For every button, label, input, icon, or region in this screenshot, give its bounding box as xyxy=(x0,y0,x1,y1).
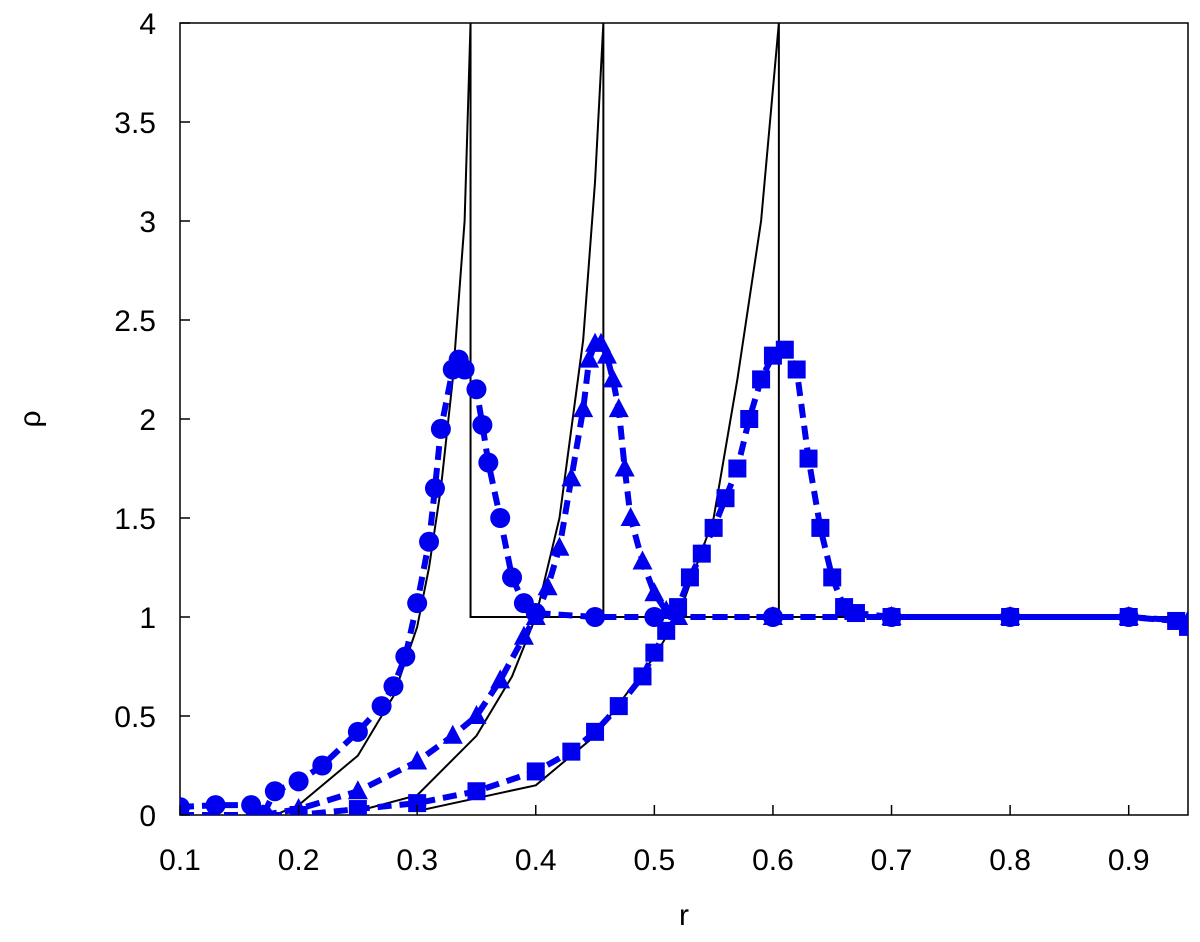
square-marker xyxy=(586,722,605,741)
y-tick-label: 0.5 xyxy=(114,701,156,734)
circle-marker xyxy=(288,771,309,792)
x-tick-label: 0.7 xyxy=(871,844,913,877)
square-marker xyxy=(740,410,759,428)
circle-marker xyxy=(490,508,511,528)
square-marker xyxy=(645,643,664,662)
x-tick-label: 0.8 xyxy=(989,844,1031,877)
square-marker xyxy=(633,667,652,686)
circle-marker xyxy=(395,646,416,667)
x-axis-label: r xyxy=(679,899,689,932)
square-marker xyxy=(704,518,723,537)
triangle-marker xyxy=(513,625,534,645)
y-tick-label: 0 xyxy=(139,800,156,833)
x-tick-label: 0.4 xyxy=(515,844,557,877)
triangle-marker xyxy=(602,368,623,388)
triangle-marker xyxy=(573,398,594,418)
y-tick-label: 1.5 xyxy=(114,503,156,536)
square-marker xyxy=(180,806,189,815)
y-tick-label: 3 xyxy=(139,206,156,239)
circle-marker xyxy=(205,795,226,815)
square-marker xyxy=(467,782,486,801)
square-marker xyxy=(775,340,794,359)
square-marker xyxy=(799,449,818,468)
y-tick-label: 2.5 xyxy=(114,305,156,338)
triangle-marker xyxy=(525,606,546,625)
circle-marker xyxy=(264,781,285,802)
triangle-marker xyxy=(644,582,665,602)
square-marker xyxy=(526,762,545,781)
dashed-line xyxy=(262,340,1188,815)
x-tick-label: 0.5 xyxy=(633,844,675,877)
square-marker xyxy=(811,518,830,537)
triangle-marker xyxy=(466,705,487,724)
circle-marker xyxy=(407,593,428,614)
square-marker xyxy=(1179,617,1188,636)
x-tick-label: 0.6 xyxy=(752,844,794,877)
circle-marker xyxy=(502,567,523,588)
triangle-marker xyxy=(257,804,269,815)
y-tick-label: 4 xyxy=(139,8,156,41)
triangle-marker xyxy=(442,724,463,744)
square-marker xyxy=(657,621,676,640)
circle-marker xyxy=(478,452,499,473)
square-marker xyxy=(669,598,688,617)
solid-line xyxy=(357,23,1188,813)
dashed-line xyxy=(180,345,1188,815)
triangle-marker xyxy=(561,467,582,487)
circle-marker xyxy=(347,721,368,742)
square-marker xyxy=(787,360,806,379)
square-marker xyxy=(562,742,581,761)
square-marker xyxy=(348,800,367,815)
triangle-marker xyxy=(596,344,617,364)
triangle-marker xyxy=(347,780,368,800)
square-marker xyxy=(752,370,771,389)
square-marker xyxy=(882,608,901,626)
square-marker xyxy=(846,604,865,623)
square-marker xyxy=(823,568,842,587)
triangle-marker xyxy=(407,750,428,770)
square-marker xyxy=(716,489,735,508)
y-tick-label: 2 xyxy=(139,404,156,437)
circle-marker xyxy=(430,418,451,439)
circle-marker xyxy=(312,755,333,776)
circle-marker xyxy=(472,414,493,435)
circle-marker xyxy=(383,676,404,697)
x-tick-label: 0.1 xyxy=(159,844,201,877)
triangle-marker xyxy=(490,669,511,689)
circle-marker xyxy=(466,379,487,400)
y-tick-label: 3.5 xyxy=(114,107,156,140)
x-tick-label: 0.9 xyxy=(1108,844,1150,877)
y-tick-label: 1 xyxy=(139,602,156,635)
x-tick-label: 0.3 xyxy=(396,844,438,877)
circle-marker xyxy=(371,696,392,717)
triangle-marker xyxy=(549,536,570,556)
square-marker xyxy=(692,544,711,563)
square-marker xyxy=(408,794,427,813)
circle-marker xyxy=(585,607,606,627)
triangle-marker xyxy=(762,606,783,625)
plot-frame xyxy=(179,22,1189,816)
square-marker xyxy=(680,568,699,587)
triangle-marker xyxy=(614,457,635,477)
square-marker xyxy=(1001,608,1020,626)
triangle-marker xyxy=(579,348,600,368)
triangle-marker xyxy=(537,576,558,596)
triangle-marker xyxy=(632,550,653,570)
solid-line xyxy=(274,23,1188,815)
circle-marker xyxy=(454,359,475,380)
circle-marker xyxy=(419,531,440,552)
square-marker xyxy=(1119,608,1138,626)
circle-marker xyxy=(424,478,445,499)
triangle-marker xyxy=(620,507,641,526)
square-marker xyxy=(609,697,628,716)
y-axis-label: ρ xyxy=(14,410,47,427)
triangle-marker xyxy=(608,398,629,418)
square-marker xyxy=(728,459,747,478)
plot-area xyxy=(180,23,1188,815)
x-tick-label: 0.2 xyxy=(278,844,320,877)
